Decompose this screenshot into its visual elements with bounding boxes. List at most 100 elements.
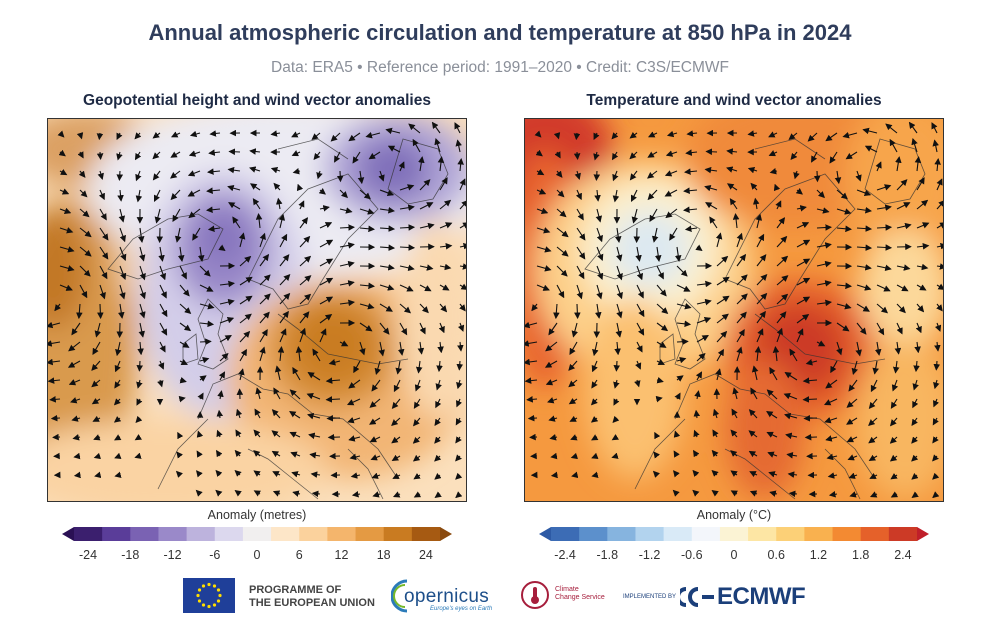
colorbar-tick-label: 18	[376, 548, 391, 562]
colorbar-segment	[888, 527, 918, 541]
wind-vector-arrow	[455, 398, 463, 408]
wind-vector-arrow	[913, 360, 920, 373]
wind-vector-arrow	[592, 341, 599, 357]
c3s-label: Climate Change Service	[555, 586, 605, 602]
wind-vector-arrow	[889, 436, 898, 444]
wind-vector-arrow	[736, 311, 747, 324]
wind-vector-arrow	[664, 170, 678, 177]
wind-vector-arrow	[359, 225, 375, 233]
right-panel-title: Temperature and wind vector anomalies	[586, 92, 882, 109]
wind-vector-arrow	[752, 197, 760, 210]
wind-vector-arrow	[936, 283, 943, 290]
wind-vector-arrow	[298, 200, 305, 210]
wind-vector-arrow	[459, 263, 466, 270]
wind-vector-arrow	[856, 189, 872, 197]
wind-vector-arrow	[796, 328, 804, 343]
wind-vector-arrow	[768, 150, 778, 157]
wind-vector-arrow	[96, 132, 104, 141]
wind-vector-arrow	[796, 205, 807, 212]
wind-vector-arrow	[614, 341, 621, 356]
implemented-by-label: IMPLEMENTED BY	[623, 594, 677, 600]
wind-vector-arrow	[48, 321, 61, 329]
wind-vector-arrow	[856, 322, 867, 335]
wind-vector-arrow	[199, 265, 211, 277]
wind-vector-arrow	[187, 170, 201, 177]
wind-vector-arrow	[391, 436, 401, 444]
wind-vector-arrow	[736, 346, 743, 362]
wind-vector-arrow	[784, 372, 798, 381]
wind-vector-arrow	[172, 208, 181, 223]
wind-vector-arrow	[776, 293, 789, 305]
wind-vector-arrow	[874, 341, 882, 356]
wind-vector-arrow	[936, 263, 943, 270]
wind-vector-arrow	[179, 322, 192, 332]
wind-vector-arrow	[936, 242, 943, 250]
colorbar-tick-label: 12	[334, 548, 349, 562]
wind-vector-arrow	[590, 416, 599, 423]
wind-vector-arrow	[97, 303, 104, 320]
wind-vector-arrow	[556, 208, 567, 218]
wind-vector-arrow	[934, 341, 941, 352]
wind-vector-arrow	[215, 469, 223, 478]
wind-vector-arrow	[596, 284, 603, 300]
wind-vector-arrow	[91, 379, 101, 388]
wind-vector-arrow	[159, 303, 168, 318]
wind-vector-arrow	[536, 284, 550, 291]
wind-vector-arrow	[195, 489, 203, 497]
wind-vector-arrow	[868, 436, 878, 444]
wind-vector-arrow	[816, 242, 832, 249]
wind-vector-arrow	[113, 398, 121, 406]
wind-vector-arrow	[730, 450, 738, 457]
wind-vector-arrow	[629, 151, 638, 160]
eu-star-icon	[207, 604, 211, 609]
wind-vector-arrow	[199, 375, 207, 382]
wind-vector-arrow	[755, 213, 763, 229]
wind-vector-arrow	[312, 348, 321, 362]
ecmwf-wordmark: ECMWF	[717, 583, 806, 610]
wind-vector-arrow	[890, 473, 898, 480]
wind-vector-arrow	[371, 472, 381, 479]
wind-vector-arrow	[319, 239, 334, 248]
wind-vector-arrow	[439, 263, 452, 271]
wind-vector-arrow	[307, 412, 321, 420]
wind-vector-arrow	[170, 151, 181, 158]
wind-vector-arrow	[177, 246, 185, 262]
wind-vector-arrow	[576, 265, 585, 280]
wind-vector-arrow	[196, 430, 204, 438]
wind-vector-arrow	[591, 379, 598, 389]
wind-vector-arrow	[311, 490, 321, 498]
wind-vector-arrow	[769, 366, 778, 381]
wind-vector-arrow	[209, 130, 221, 137]
wind-vector-arrow	[856, 284, 872, 291]
wind-vector-arrow	[932, 436, 939, 444]
wind-vector-arrow	[359, 303, 375, 310]
wind-vector-arrow	[195, 470, 203, 478]
wind-vector-arrow	[793, 170, 800, 180]
wind-vector-arrow	[274, 365, 282, 381]
wind-vector-arrow	[754, 346, 762, 362]
wind-vector-arrow	[842, 131, 858, 139]
wind-vector-arrow	[825, 132, 838, 142]
wind-vector-arrow	[693, 429, 700, 438]
wind-vector-arrow	[616, 303, 623, 319]
wind-vector-arrow	[896, 284, 909, 292]
temperature-anomaly-map	[524, 118, 944, 502]
wind-vector-arrow	[359, 341, 366, 356]
wind-vector-arrow	[811, 151, 818, 163]
wind-vector-arrow	[59, 246, 75, 253]
wind-vector-arrow	[318, 188, 326, 195]
wind-vector-arrow	[556, 227, 569, 238]
wind-vector-arrow	[270, 166, 281, 174]
wind-vector-arrow	[766, 431, 778, 438]
wind-vector-arrow	[892, 360, 900, 374]
wind-vector-arrow	[836, 189, 848, 200]
wind-vector-arrow	[669, 227, 678, 241]
ecmwf-wave-icon	[680, 587, 714, 607]
wind-vector-arrow	[289, 431, 301, 438]
wind-vector-arrow	[846, 436, 858, 443]
wind-vector-arrow	[413, 491, 422, 498]
wind-vector-arrow	[676, 284, 691, 292]
wind-vector-arrow	[436, 360, 443, 373]
wind-vector-arrow	[916, 222, 930, 229]
wind-vector-arrow	[319, 277, 334, 286]
